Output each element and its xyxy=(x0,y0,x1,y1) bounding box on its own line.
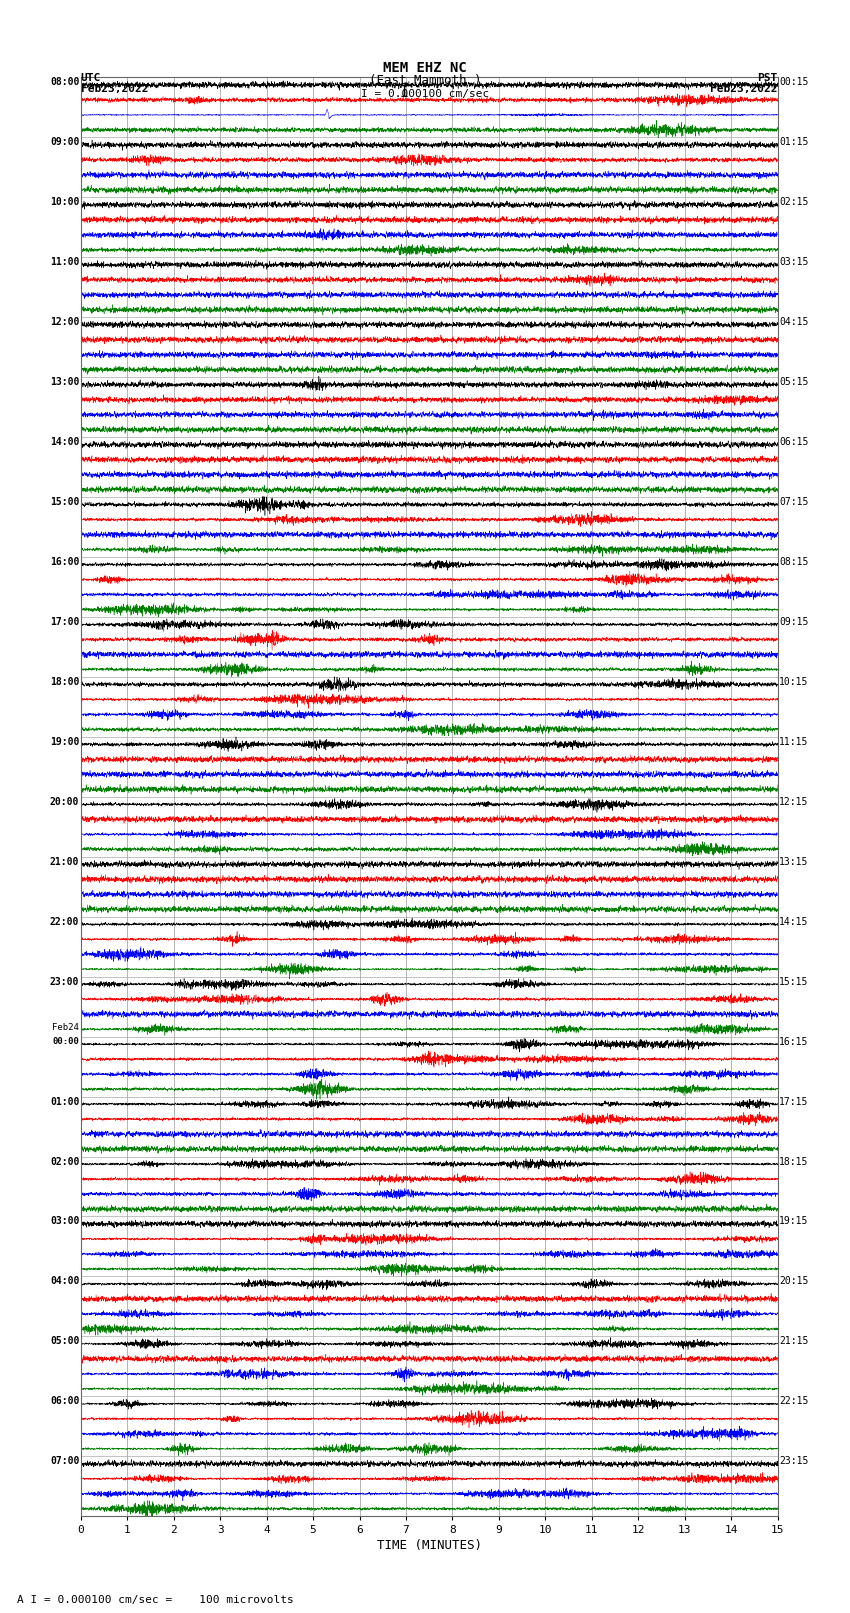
Text: 17:00: 17:00 xyxy=(50,618,79,627)
Text: PST
Feb23,2022: PST Feb23,2022 xyxy=(711,73,778,94)
Text: I: I xyxy=(400,85,408,100)
Text: MEM EHZ NC: MEM EHZ NC xyxy=(383,61,467,76)
Text: 04:00: 04:00 xyxy=(50,1276,79,1287)
Text: 09:00: 09:00 xyxy=(50,137,79,147)
Text: 10:00: 10:00 xyxy=(50,197,79,208)
Text: 09:15: 09:15 xyxy=(779,618,808,627)
Text: 02:15: 02:15 xyxy=(779,197,808,208)
Text: 17:15: 17:15 xyxy=(779,1097,808,1107)
Text: 03:00: 03:00 xyxy=(50,1216,79,1226)
Text: 01:15: 01:15 xyxy=(779,137,808,147)
Text: 03:15: 03:15 xyxy=(779,258,808,268)
Text: 16:15: 16:15 xyxy=(779,1037,808,1047)
Text: 00:15: 00:15 xyxy=(779,77,808,87)
Text: 10:15: 10:15 xyxy=(779,677,808,687)
Text: 07:00: 07:00 xyxy=(50,1457,79,1466)
Text: 04:15: 04:15 xyxy=(779,318,808,327)
Text: I = 0.000100 cm/sec: I = 0.000100 cm/sec xyxy=(361,89,489,98)
Text: 00:00: 00:00 xyxy=(53,1037,79,1045)
Text: 15:00: 15:00 xyxy=(50,497,79,506)
Text: 08:15: 08:15 xyxy=(779,556,808,568)
Text: 12:15: 12:15 xyxy=(779,797,808,806)
Text: 19:15: 19:15 xyxy=(779,1216,808,1226)
Text: Feb24: Feb24 xyxy=(53,1023,79,1032)
Text: 21:15: 21:15 xyxy=(779,1336,808,1347)
Text: 15:15: 15:15 xyxy=(779,977,808,987)
Text: A I = 0.000100 cm/sec =    100 microvolts: A I = 0.000100 cm/sec = 100 microvolts xyxy=(17,1595,294,1605)
Text: 22:15: 22:15 xyxy=(779,1397,808,1407)
Text: 12:00: 12:00 xyxy=(50,318,79,327)
Text: 08:00: 08:00 xyxy=(50,77,79,87)
Text: 11:15: 11:15 xyxy=(779,737,808,747)
Text: 23:15: 23:15 xyxy=(779,1457,808,1466)
Text: 11:00: 11:00 xyxy=(50,258,79,268)
Text: 07:15: 07:15 xyxy=(779,497,808,506)
Text: 18:00: 18:00 xyxy=(50,677,79,687)
Text: 16:00: 16:00 xyxy=(50,556,79,568)
Text: 18:15: 18:15 xyxy=(779,1157,808,1166)
Text: 13:15: 13:15 xyxy=(779,857,808,866)
Text: 22:00: 22:00 xyxy=(50,916,79,927)
Text: (East Mammoth ): (East Mammoth ) xyxy=(369,74,481,87)
Text: 14:00: 14:00 xyxy=(50,437,79,447)
Text: 06:00: 06:00 xyxy=(50,1397,79,1407)
Text: 06:15: 06:15 xyxy=(779,437,808,447)
Text: 01:00: 01:00 xyxy=(50,1097,79,1107)
X-axis label: TIME (MINUTES): TIME (MINUTES) xyxy=(377,1539,482,1552)
Text: UTC
Feb23,2022: UTC Feb23,2022 xyxy=(81,73,148,94)
Text: 19:00: 19:00 xyxy=(50,737,79,747)
Text: 14:15: 14:15 xyxy=(779,916,808,927)
Text: 20:00: 20:00 xyxy=(50,797,79,806)
Text: 05:15: 05:15 xyxy=(779,377,808,387)
Text: 13:00: 13:00 xyxy=(50,377,79,387)
Text: 23:00: 23:00 xyxy=(50,977,79,987)
Text: 02:00: 02:00 xyxy=(50,1157,79,1166)
Text: 05:00: 05:00 xyxy=(50,1336,79,1347)
Text: 20:15: 20:15 xyxy=(779,1276,808,1287)
Text: 21:00: 21:00 xyxy=(50,857,79,866)
